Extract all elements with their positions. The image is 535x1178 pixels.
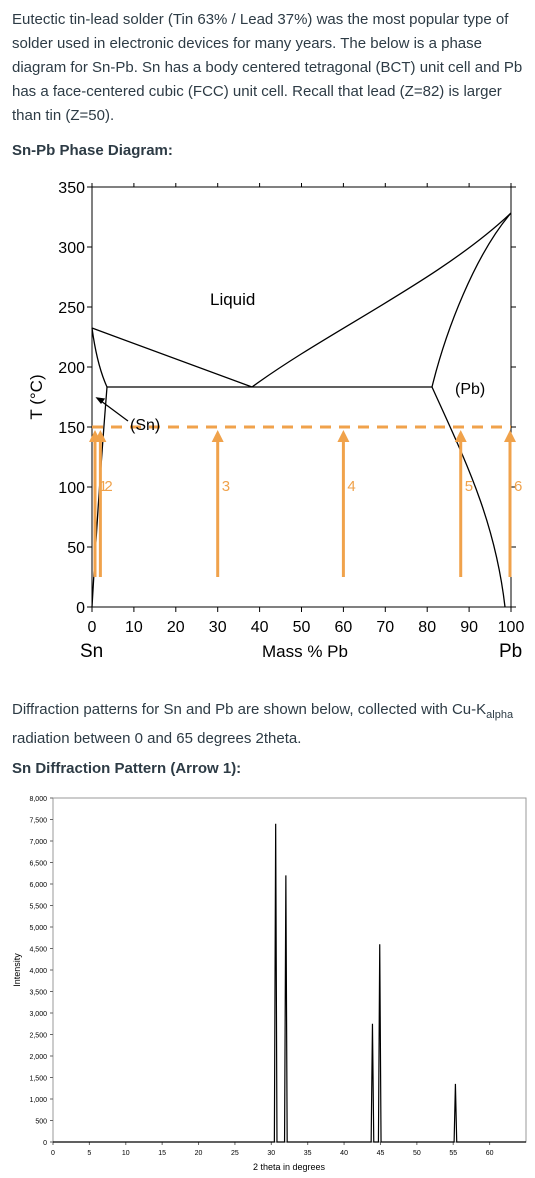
kalpha-subscript: alpha [486, 709, 514, 721]
diffraction-peaks [276, 824, 456, 1084]
arrow-5-label: 5 [465, 478, 473, 495]
solidus-pb [431, 212, 512, 388]
y-tick-label: 200 [58, 360, 85, 377]
x-tick-label: 60 [486, 1150, 494, 1157]
x-tick-label: 55 [449, 1150, 457, 1157]
x-tick-label: 5 [87, 1150, 91, 1157]
solidus-sn [91, 327, 108, 388]
x-tick-label: 15 [158, 1150, 166, 1157]
solvus-sn [91, 386, 108, 608]
diffraction-line [53, 823, 526, 1143]
x-tick-label: 20 [167, 619, 185, 636]
x-tick-label: 50 [293, 619, 311, 636]
phase-diagram: 0 50 100 150 200 250 300 350 0 10 20 30 40 50 60 70 80 90… [27, 180, 524, 662]
intro-paragraph: Eutectic tin-lead solder (Tin 63% / Lead… [12, 11, 523, 124]
y-tick-label: 1,500 [29, 1076, 47, 1083]
sn-region-label: (Sn) [130, 417, 160, 434]
y-tick-label: 2,500 [29, 1033, 47, 1040]
arrow-6-head [504, 430, 516, 442]
arrow-3-label: 3 [222, 478, 230, 495]
arrow-4-head [337, 430, 350, 442]
x-tick-label: 0 [88, 619, 97, 636]
arrow-2-head [94, 430, 107, 442]
solvus-pb [431, 386, 506, 608]
x-tick-label: 10 [122, 1150, 130, 1157]
y-tick-label: 6,500 [29, 861, 47, 868]
x-tick-label: 20 [195, 1150, 203, 1157]
x-tick-label: 0 [51, 1150, 55, 1157]
x-tick-label: 60 [335, 619, 353, 636]
diffraction-text-after: radiation between 0 and 65 degrees 2thet… [12, 730, 302, 747]
intensity-axis-label: Intensity [12, 953, 22, 987]
sn-diffraction-chart: 05001,0001,5002,0002,5003,0003,5004,0004… [12, 796, 527, 1172]
phase-boundaries [91, 212, 512, 608]
diffraction-text-before: Diffraction patterns for Sn and Pb are s… [12, 701, 487, 718]
sn-end-label: Sn [80, 641, 103, 662]
diffraction-ticks: 05001,0001,5002,0002,5003,0003,5004,0004… [29, 796, 493, 1157]
liquidus-right [251, 212, 512, 388]
y-axis-label: T (°C) [27, 374, 46, 419]
sn-pointer-head [95, 397, 106, 405]
pb-end-label: Pb [499, 641, 522, 662]
y-tick-label: 1,000 [29, 1097, 47, 1104]
arrow-1-label: 1 [99, 478, 107, 495]
y-tick-label: 7,500 [29, 818, 47, 825]
y-tick-label: 50 [67, 540, 85, 557]
x-tick-label: 30 [267, 1150, 275, 1157]
sn-diffraction-heading: Sn Diffraction Pattern (Arrow 1): [12, 760, 242, 777]
x-tick-label: 50 [413, 1150, 421, 1157]
arrow-2-label: 2 [104, 478, 112, 495]
x-tick-label: 10 [125, 619, 143, 636]
liquidus-left [91, 327, 253, 388]
x-tick-label: 45 [377, 1150, 385, 1157]
y-tick-label: 3,500 [29, 990, 47, 997]
arrow-6-label: 6 [514, 478, 522, 495]
arrow-4-label: 4 [347, 478, 355, 495]
y-tick-label: 2,000 [29, 1054, 47, 1061]
x-tick-label: 40 [340, 1150, 348, 1157]
y-tick-label: 0 [76, 600, 85, 617]
y-tick-label: 6,000 [29, 882, 47, 889]
diffraction-paragraph: Diffraction patterns for Sn and Pb are s… [12, 698, 527, 751]
pb-region-label: (Pb) [455, 381, 485, 398]
liquid-label: Liquid [210, 290, 255, 309]
phase-frame [91, 186, 512, 608]
arrow-5-head [454, 430, 467, 442]
two-theta-axis-label: 2 theta in degrees [253, 1162, 326, 1172]
x-tick-label: 100 [498, 619, 525, 636]
x-tick-label: 25 [231, 1150, 239, 1157]
phase-ticks: 0 50 100 150 200 250 300 350 0 10 20 30 40 50 60 70 80 90… [58, 180, 524, 636]
x-tick-label: 40 [251, 619, 269, 636]
y-tick-label: 500 [35, 1119, 47, 1126]
y-tick-label: 150 [58, 420, 85, 437]
y-tick-label: 3,000 [29, 1011, 47, 1018]
arrow-3-head [211, 430, 224, 442]
y-tick-label: 350 [58, 180, 85, 197]
y-tick-label: 4,000 [29, 968, 47, 975]
y-tick-label: 4,500 [29, 947, 47, 954]
y-tick-label: 5,000 [29, 925, 47, 932]
phase-diagram-heading: Sn-Pb Phase Diagram: [12, 142, 173, 159]
x-tick-label: 30 [209, 619, 227, 636]
y-tick-label: 100 [58, 480, 85, 497]
y-tick-label: 300 [58, 240, 85, 257]
x-axis-label: Mass % Pb [262, 642, 348, 661]
composition-arrows: 12 3 4 5 6 [89, 430, 522, 577]
x-tick-label: 80 [418, 619, 436, 636]
y-tick-label: 0 [43, 1140, 47, 1147]
x-tick-label: 70 [376, 619, 394, 636]
y-tick-label: 8,000 [29, 796, 47, 803]
x-tick-label: 90 [460, 619, 478, 636]
y-tick-label: 5,500 [29, 904, 47, 911]
x-tick-label: 35 [304, 1150, 312, 1157]
y-tick-label: 7,000 [29, 839, 47, 846]
y-tick-label: 250 [58, 300, 85, 317]
